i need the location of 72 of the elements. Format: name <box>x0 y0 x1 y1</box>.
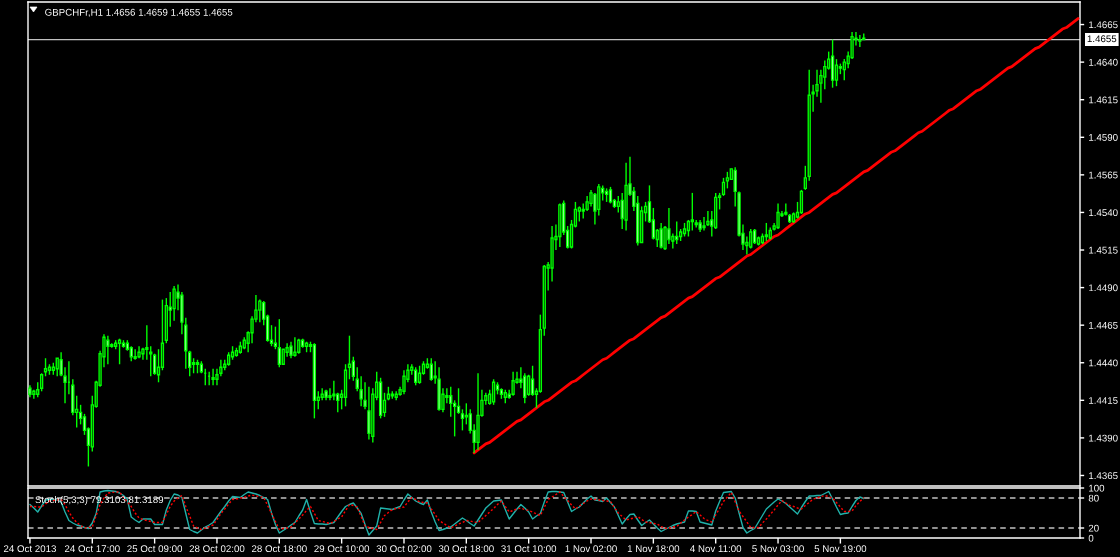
y-tick-label: 1.4565 <box>1089 171 1118 179</box>
candlestick <box>776 202 780 230</box>
y-tick-label: 1.4515 <box>1089 246 1118 254</box>
x-tick-label: 30 Oct 02:00 <box>376 545 432 553</box>
candlestick <box>293 336 297 358</box>
candlestick <box>39 372 44 392</box>
candlestick <box>106 334 110 365</box>
x-tick-label: 29 Oct 10:00 <box>314 545 370 553</box>
candlestick <box>803 165 807 191</box>
x-tick-label: 30 Oct 18:00 <box>438 545 494 553</box>
x-tick-label: 5 Nov 19:00 <box>814 545 867 553</box>
candlestick <box>721 177 726 197</box>
x-tick-label: 28 Oct 02:00 <box>189 545 245 553</box>
candlestick <box>347 334 352 380</box>
candlestick <box>456 387 461 415</box>
x-tick-label: 5 Nov 03:00 <box>752 545 804 553</box>
y-tick-label: 1.4490 <box>1089 284 1118 292</box>
line-series <box>472 17 1080 455</box>
text: GBPCHFr,H1 1.4656 1.4659 1.4655 1.4655 <box>45 8 233 17</box>
candlestick <box>152 353 157 376</box>
y-tick-label: 1.4415 <box>1089 397 1118 404</box>
y-tick-label: 20 <box>1088 524 1099 532</box>
candlestick <box>188 350 192 377</box>
x-tick-label: 25 Oct 09:00 <box>127 545 183 553</box>
x-tick-label: 1 Nov 02:00 <box>565 545 617 553</box>
candlestick <box>414 366 418 386</box>
candlestick <box>452 399 457 438</box>
candlestick <box>277 318 281 368</box>
candlestick <box>690 192 694 232</box>
candlestick <box>799 189 804 215</box>
candlestick <box>320 387 324 402</box>
ref-line-label: 1.4655 <box>1087 35 1117 43</box>
y-tick-label: 1.4590 <box>1089 134 1118 141</box>
y-tick-label: 1.4465 <box>1089 321 1118 329</box>
candlestick <box>511 371 515 397</box>
candlestick <box>667 207 671 245</box>
candlestick <box>133 348 137 361</box>
y-tick-label: 100 <box>1089 484 1105 492</box>
x-tick-label: 24 Oct 17:00 <box>64 545 120 553</box>
y-tick-label: 1.4365 <box>1089 472 1118 480</box>
candlestick <box>351 356 356 382</box>
candlestick <box>706 210 710 227</box>
y-tick-label: 1.4615 <box>1089 96 1118 104</box>
candlestick <box>367 386 371 441</box>
y-tick-label: 1.4440 <box>1089 359 1118 367</box>
x-tick-label: 28 Oct 18:00 <box>251 545 307 553</box>
y-tick-label: 1.4640 <box>1089 58 1118 66</box>
x-tick-label: 24 Oct 2013 <box>3 545 57 553</box>
candlestick <box>834 58 839 87</box>
y-tick-label: 0 <box>1088 534 1094 542</box>
y-tick-label: 1.4665 <box>1089 21 1118 29</box>
candlestick <box>43 357 48 377</box>
y-tick-label: 1.4390 <box>1089 434 1118 442</box>
x-tick-label: 4 Nov 11:00 <box>690 545 742 553</box>
candlestick <box>659 222 663 250</box>
candlestick <box>417 365 422 385</box>
candlestick <box>449 386 453 418</box>
candlestick <box>675 220 679 245</box>
candlestick <box>117 338 122 365</box>
candlestick <box>784 202 788 217</box>
candlestick <box>332 380 336 402</box>
candlestick <box>858 34 862 48</box>
candlestick <box>530 365 535 397</box>
x-tick-label: 1 Nov 18:00 <box>627 545 680 553</box>
y-tick-label: 1.4540 <box>1089 209 1118 217</box>
x-tick-label: 31 Oct 10:00 <box>501 545 557 553</box>
candlestick <box>429 357 433 382</box>
candlestick <box>460 408 465 432</box>
candlestick <box>211 368 215 386</box>
candlestick <box>527 374 531 397</box>
candlestick <box>273 325 278 350</box>
y-tick-label: 80 <box>1088 494 1099 502</box>
